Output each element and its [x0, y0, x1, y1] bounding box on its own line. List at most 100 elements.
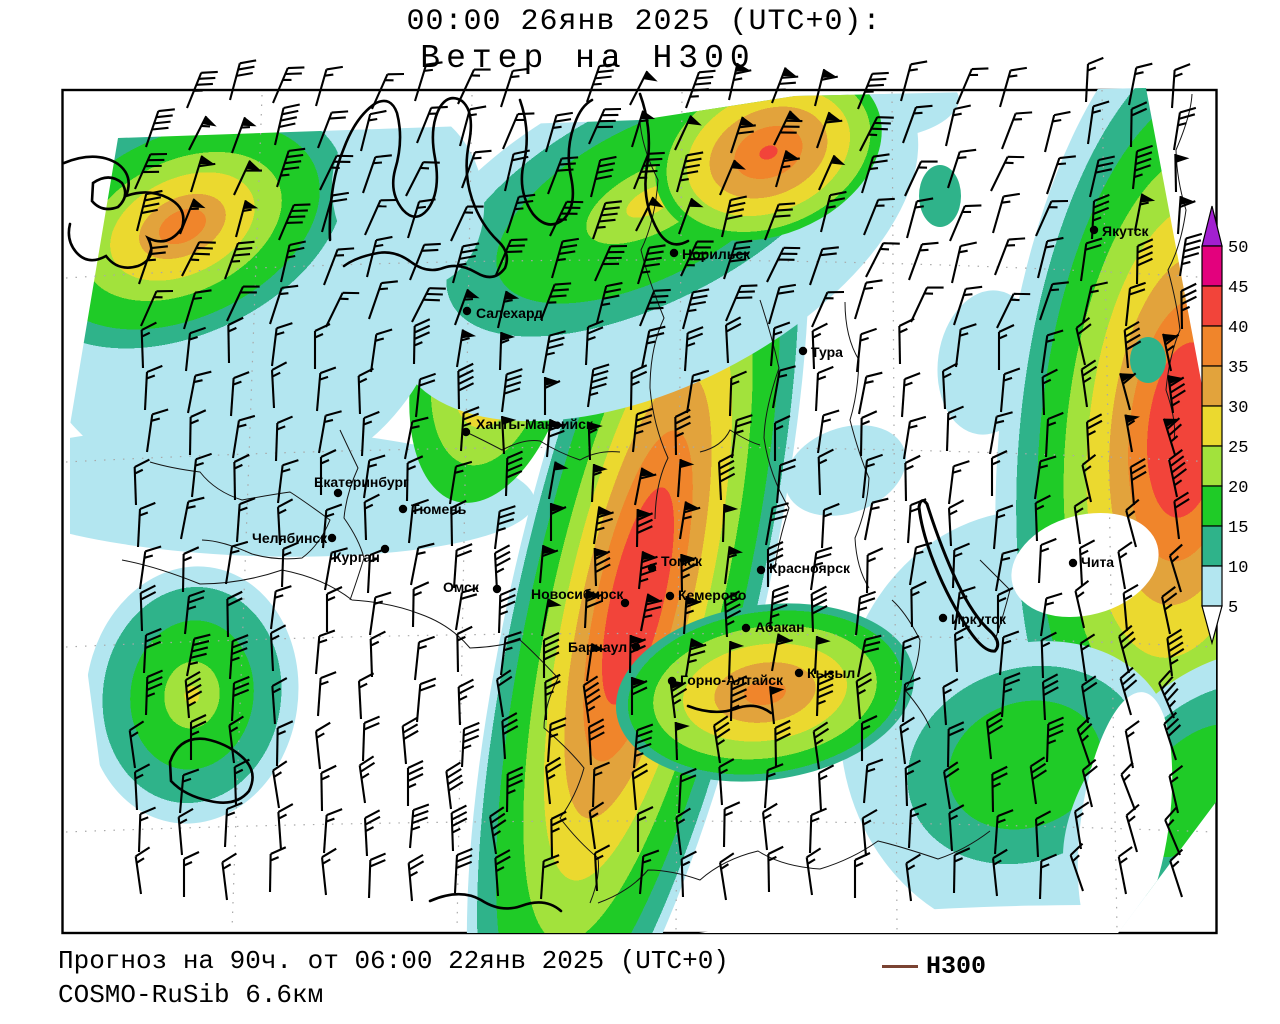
wind-barb: [499, 631, 522, 676]
wind-barb: [680, 850, 697, 898]
wind-barb: [231, 116, 257, 154]
wind-barb: [1037, 537, 1057, 584]
wind-barb: [953, 285, 983, 326]
wind-barb: [1124, 720, 1140, 769]
wind-barb: [769, 321, 791, 367]
wind-barb: [1080, 359, 1098, 408]
wind-barb: [1075, 316, 1092, 366]
wind-barb: [1038, 853, 1057, 900]
wind-barb: [320, 764, 337, 812]
wind-barb: [1081, 675, 1098, 724]
borders: [121, 93, 1193, 904]
wind-barb: [730, 414, 753, 459]
city-dot: [1068, 558, 1078, 568]
wind-barb: [457, 68, 491, 105]
wind-barb: [546, 717, 567, 763]
wind-barb: [683, 326, 704, 372]
wind-barb: [544, 756, 562, 805]
wind-barb: [1166, 628, 1185, 677]
wind-barb: [495, 238, 528, 276]
wind-barb: [861, 808, 878, 857]
wind-barb: [862, 758, 884, 804]
graticule-line: [1101, 89, 1118, 931]
wind-barb: [904, 160, 938, 197]
wind-barb: [1035, 199, 1069, 237]
wind-barb: [944, 104, 971, 147]
wind-barb: [316, 671, 337, 717]
wind-barb: [1174, 153, 1190, 193]
wind-barb: [586, 63, 616, 103]
city-label: Якутск: [1102, 223, 1149, 239]
wind-barb: [718, 758, 735, 806]
wind-barb: [539, 854, 560, 900]
wind-barb: [586, 363, 610, 408]
wind-barb: [771, 365, 796, 409]
coastline: [328, 96, 509, 279]
city-label: Барнаул: [568, 639, 627, 655]
wind-barb: [587, 421, 603, 461]
wind-barb: [865, 547, 884, 594]
wind-barb: [998, 630, 1020, 676]
wind-barb: [684, 638, 707, 677]
wind-barb: [1176, 196, 1196, 235]
wind-barb: [1123, 320, 1142, 369]
colorbar-tick-label: 30: [1228, 399, 1248, 418]
city-label: Кемерово: [678, 587, 746, 603]
wind-barb: [545, 419, 566, 458]
wind-barb: [271, 677, 288, 725]
wind-barb: [859, 410, 878, 457]
wind-barb: [139, 584, 157, 632]
wind-barb: [594, 244, 628, 282]
wind-barb: [1168, 543, 1183, 593]
wind-barb: [636, 244, 666, 285]
wind-barb: [588, 107, 622, 145]
wind-barb: [277, 803, 294, 851]
wind-barb: [133, 458, 150, 506]
wind-barb: [819, 190, 847, 233]
city-dot: [333, 488, 343, 498]
wind-barb: [367, 852, 386, 899]
wind-barb: [227, 316, 244, 364]
wind-barb: [1081, 281, 1108, 324]
wind-barb: [633, 467, 657, 506]
forecast-caption: Прогноз на 90ч. от 06:00 22янв 2025 (UTC…: [58, 946, 729, 976]
wind-barb: [630, 677, 648, 715]
city-dot: [756, 565, 766, 575]
wind-barb: [902, 104, 933, 144]
city-label: Томск: [661, 553, 703, 569]
wind-barb: [947, 148, 977, 189]
city-label: Челябинск: [252, 530, 328, 546]
wind-barb: [361, 715, 380, 762]
wind-barb: [946, 721, 965, 768]
wind-barb: [550, 810, 567, 858]
wind-barb: [947, 460, 970, 505]
city-dot: [938, 613, 948, 623]
wind-barb: [764, 202, 796, 241]
wind-barb: [956, 67, 989, 105]
wind-barb: [451, 242, 480, 284]
wind-barb: [1162, 333, 1180, 372]
legend-label: H300: [926, 952, 987, 981]
wind-barb: [767, 845, 784, 893]
wind-barb: [817, 448, 834, 496]
wind-barb: [313, 323, 331, 369]
wind-barb: [905, 853, 921, 902]
wind-barb: [674, 721, 690, 761]
wind-barb: [1167, 375, 1186, 414]
wind-barb: [899, 635, 920, 681]
wind-barb: [1039, 281, 1069, 321]
colorbar-block: [1201, 445, 1223, 487]
wind-barb: [811, 290, 845, 328]
wind-barb: [454, 586, 479, 631]
city-label: Тура: [811, 344, 843, 360]
wind-barb: [985, 711, 1004, 760]
wind-barb: [1168, 449, 1188, 498]
wind-barb: [629, 70, 658, 106]
city-label: Ханты-Мансийск: [476, 416, 594, 432]
wind-barb: [582, 675, 601, 724]
wind-barb: [270, 322, 293, 367]
wind-barb: [359, 109, 387, 152]
wind-barb: [953, 586, 976, 631]
wind-barb: [493, 544, 511, 592]
wind-barb: [450, 205, 484, 242]
